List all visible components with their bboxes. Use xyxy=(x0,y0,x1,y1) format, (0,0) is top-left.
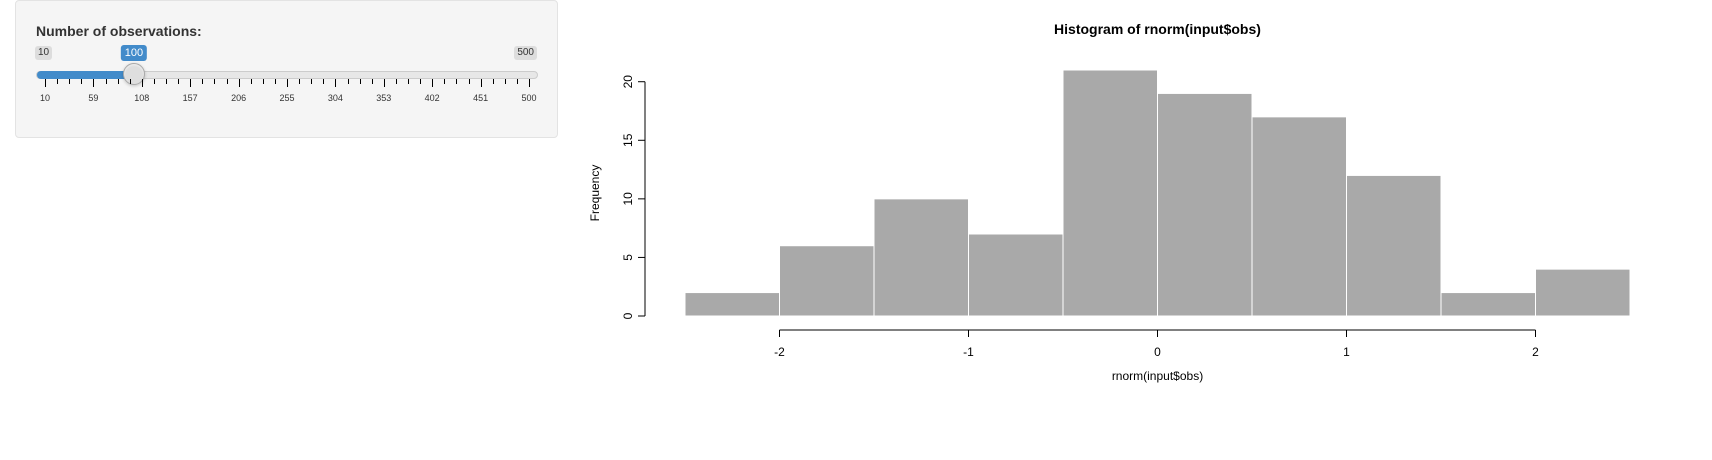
slider-minor-tick xyxy=(359,79,361,84)
slider-minor-tick xyxy=(69,79,71,84)
slider-minor-tick xyxy=(299,79,301,84)
slider-minor-tick xyxy=(323,79,325,84)
x-tick-label: 2 xyxy=(1532,345,1539,359)
slider-tick-label: 108 xyxy=(134,93,150,103)
slider-tick-label: 353 xyxy=(376,93,392,103)
histogram-plot: Histogram of rnorm(input$obs) Frequency … xyxy=(588,21,1631,383)
histogram-bars xyxy=(684,69,1631,317)
x-tick-label: 0 xyxy=(1154,345,1161,359)
slider-tick-label: 500 xyxy=(521,93,537,103)
slider-tick-label: 59 xyxy=(88,93,99,103)
y-tick-label: 0 xyxy=(621,312,635,319)
y-tick-label: 10 xyxy=(621,192,635,206)
histogram-bar xyxy=(1440,292,1536,317)
slider-handle[interactable] xyxy=(122,63,145,85)
slider-track[interactable] xyxy=(36,71,538,79)
slider-minor-tick xyxy=(504,79,506,84)
slider-minor-tick xyxy=(226,79,228,84)
slider-minor-tick xyxy=(178,79,180,84)
sidebar-panel: Number of observations: 10 500 100 10 59 1… xyxy=(15,0,558,138)
histogram-bar xyxy=(684,292,780,317)
x-tick-label: -1 xyxy=(963,345,974,359)
slider-minor-tick xyxy=(516,79,518,84)
x-axis: -2 -1 0 1 2 xyxy=(774,329,1539,359)
y-tick-label: 20 xyxy=(621,75,635,89)
slider-minor-tick xyxy=(153,79,155,84)
histogram-bar xyxy=(1346,174,1442,317)
slider-minor-tick xyxy=(468,79,470,84)
slider-major-tick xyxy=(238,79,240,87)
slider-minor-tick xyxy=(250,79,252,84)
slider-value-label[interactable]: 100 xyxy=(120,45,148,61)
slider-minor-tick xyxy=(456,79,458,84)
slider-minor-tick xyxy=(129,79,131,84)
slider-tick-label: 157 xyxy=(182,93,198,103)
slider-tick-label: 10 xyxy=(39,93,51,103)
chart-title: Histogram of rnorm(input$obs) xyxy=(1054,21,1261,37)
slider-min-label: 10 xyxy=(35,46,53,60)
slider-minor-tick xyxy=(117,79,119,84)
x-tick-label: -2 xyxy=(774,345,785,359)
slider-minor-tick xyxy=(81,79,83,84)
slider-minor-tick xyxy=(202,79,204,84)
slider-minor-tick xyxy=(492,79,494,84)
slider-max-label: 500 xyxy=(514,46,537,60)
slider-major-tick xyxy=(529,79,530,87)
histogram-bar xyxy=(1157,92,1253,317)
slider-major-tick xyxy=(287,79,288,87)
slider-minor-tick xyxy=(274,79,276,84)
x-tick-label: 1 xyxy=(1343,345,1350,359)
histogram-bar xyxy=(1251,116,1347,317)
slider-fill xyxy=(37,71,135,79)
slider-major-tick xyxy=(141,79,143,87)
histogram-bar xyxy=(1062,69,1158,317)
histogram-bar xyxy=(1535,268,1631,317)
slider-tick-label: 402 xyxy=(424,93,440,103)
slider-minor-tick xyxy=(371,79,373,84)
slider-minor-tick xyxy=(214,79,216,84)
slider-major-tick xyxy=(335,79,337,87)
histogram-bar xyxy=(873,198,969,317)
slider-grid: 10 59 108 157 206 255 304 353 402 451 500 xyxy=(36,79,538,109)
histogram-bar xyxy=(968,233,1064,317)
y-axis: 0 5 10 15 20 xyxy=(621,75,646,319)
slider-major-tick xyxy=(93,79,95,87)
slider-minor-tick xyxy=(311,79,313,84)
x-axis-label: rnorm(input$obs) xyxy=(1112,369,1203,383)
slider-minor-tick xyxy=(420,79,422,84)
histogram-bar xyxy=(779,245,875,317)
y-tick-label: 5 xyxy=(621,254,635,261)
slider-major-tick xyxy=(480,79,482,87)
slider-minor-tick xyxy=(105,79,107,84)
slider-minor-tick xyxy=(262,79,264,84)
slider-minor-tick xyxy=(395,79,397,84)
slider-tick-label: 255 xyxy=(279,93,295,103)
slider-tick-label: 304 xyxy=(327,93,343,103)
slider-minor-tick xyxy=(444,79,446,84)
slider-label: Number of observations: xyxy=(36,23,202,39)
slider-major-tick xyxy=(45,79,46,87)
y-tick-label: 15 xyxy=(621,133,635,147)
slider-minor-tick xyxy=(57,79,59,84)
slider-minor-tick xyxy=(408,79,409,84)
slider-major-tick xyxy=(190,79,192,87)
slider-major-tick xyxy=(383,79,385,87)
y-axis-label: Frequency xyxy=(588,165,602,222)
slider-minor-tick xyxy=(166,79,167,84)
slider-tick-label: 206 xyxy=(231,93,247,103)
slider-minor-tick xyxy=(347,79,349,84)
slider-major-tick xyxy=(432,79,434,87)
slider-tick-label: 451 xyxy=(473,93,489,103)
